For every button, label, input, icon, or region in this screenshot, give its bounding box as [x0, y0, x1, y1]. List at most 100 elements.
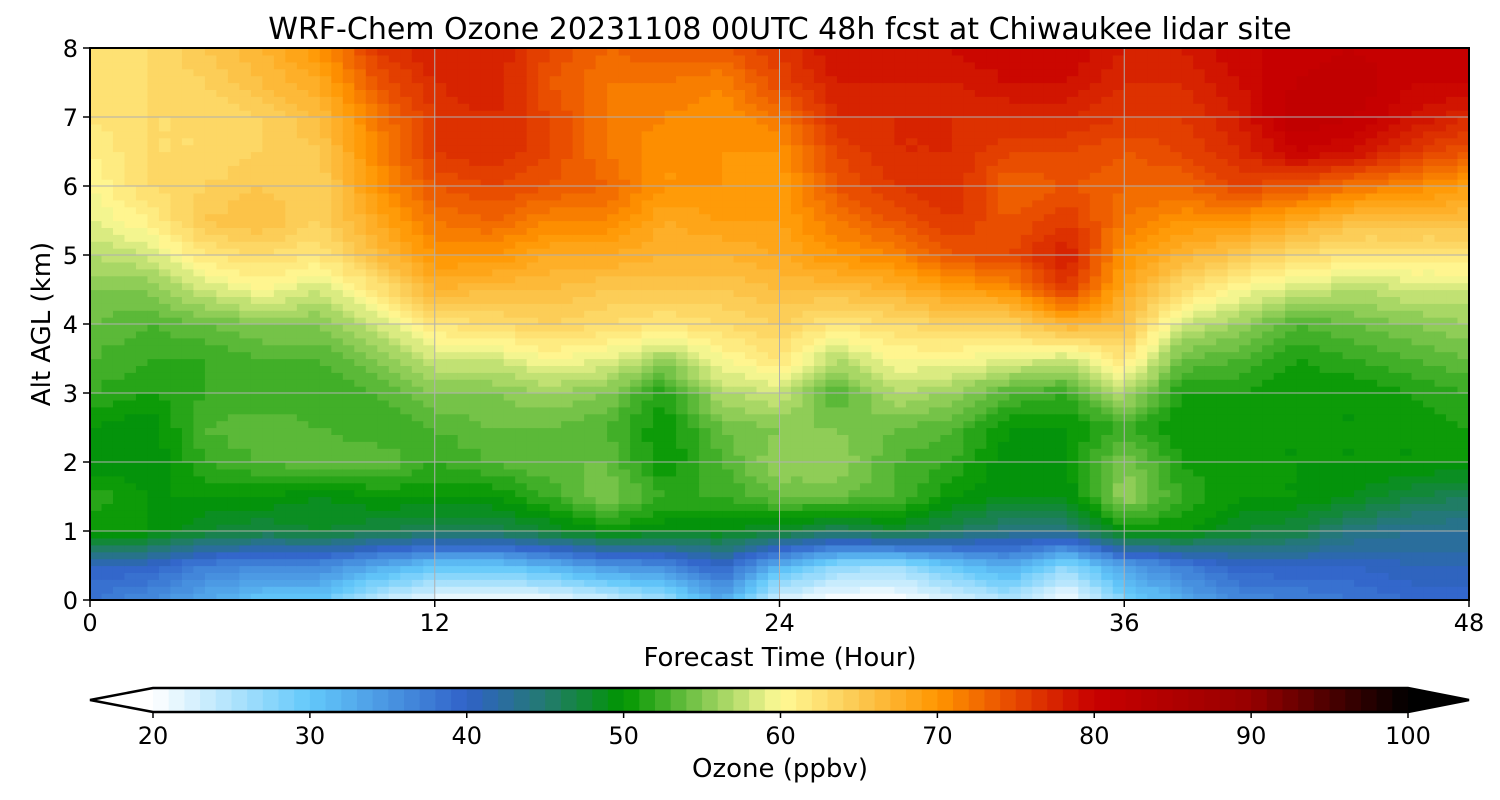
heatmap-cell: [710, 234, 723, 242]
heatmap-cell: [676, 468, 689, 477]
heatmap-cell: [492, 482, 505, 491]
heatmap-cell: [342, 289, 355, 297]
heatmap-cell: [227, 379, 240, 387]
heatmap-cell: [595, 420, 608, 429]
heatmap-cell: [457, 420, 470, 429]
heatmap-cell: [538, 510, 551, 518]
heatmap-cell: [699, 255, 712, 263]
heatmap-cell: [90, 289, 103, 297]
heatmap-cell: [653, 510, 666, 518]
heatmap-cell: [595, 103, 608, 111]
heatmap-cell: [273, 248, 286, 256]
heatmap-cell: [423, 144, 436, 153]
heatmap-cell: [135, 275, 149, 284]
heatmap-cell: [296, 248, 309, 256]
heatmap-cell: [469, 282, 482, 291]
heatmap-cell: [618, 213, 631, 222]
heatmap-cell: [641, 117, 654, 125]
heatmap-cell: [480, 317, 493, 325]
heatmap-cell: [411, 82, 424, 90]
heatmap-cell: [227, 103, 240, 111]
heatmap-cell: [630, 434, 643, 442]
heatmap-cell: [641, 310, 654, 318]
heatmap-cell: [699, 455, 712, 463]
heatmap-cell: [572, 420, 585, 429]
heatmap-cell: [687, 172, 700, 180]
heatmap-cell: [216, 434, 229, 442]
heatmap-cell: [388, 337, 401, 346]
heatmap-cell: [101, 524, 114, 532]
heatmap-cell: [170, 399, 183, 408]
heatmap-cell: [710, 275, 723, 284]
heatmap-cell: [124, 151, 137, 159]
heatmap-cell: [756, 510, 769, 518]
heatmap-cell: [538, 337, 551, 346]
heatmap-cell: [181, 579, 195, 587]
heatmap-cell: [90, 420, 103, 429]
heatmap-cell: [538, 54, 551, 63]
heatmap-cell: [492, 544, 505, 553]
heatmap-cell: [503, 330, 516, 339]
heatmap-cell: [423, 296, 436, 304]
heatmap-cell: [446, 220, 459, 228]
heatmap-cell: [285, 565, 298, 573]
heatmap-cell: [216, 227, 229, 235]
heatmap-cell: [595, 48, 608, 56]
heatmap-cell: [296, 289, 309, 297]
heatmap-cell: [768, 344, 781, 353]
heatmap-cell: [503, 482, 516, 491]
heatmap-cell: [158, 158, 172, 166]
heatmap-cell: [664, 241, 677, 249]
heatmap-cell: [135, 517, 149, 525]
heatmap-cell: [687, 261, 700, 270]
heatmap-cell: [745, 54, 758, 63]
heatmap-cell: [572, 268, 585, 277]
heatmap-cell: [676, 330, 689, 339]
heatmap-cell: [469, 462, 482, 470]
heatmap-cell: [124, 365, 137, 373]
heatmap-cell: [423, 110, 436, 118]
heatmap-cell: [90, 241, 103, 249]
heatmap-cell: [308, 593, 321, 601]
heatmap-cell: [538, 123, 551, 132]
heatmap-cell: [664, 248, 677, 256]
heatmap-cell: [135, 420, 149, 429]
heatmap-cell: [319, 68, 332, 77]
heatmap-cell: [239, 234, 252, 242]
heatmap-cell: [618, 234, 631, 242]
heatmap-cell: [365, 324, 378, 332]
heatmap-cell: [124, 517, 137, 525]
heatmap-cell: [618, 68, 631, 77]
heatmap-cell: [250, 427, 263, 435]
heatmap-cell: [204, 537, 218, 546]
heatmap-cell: [607, 572, 620, 580]
heatmap-cell: [641, 130, 654, 139]
heatmap-cell: [158, 372, 172, 380]
heatmap-cell: [710, 475, 723, 484]
heatmap-cell: [503, 441, 516, 449]
heatmap-cell: [756, 427, 769, 435]
heatmap-cell: [676, 358, 689, 366]
heatmap-cell: [250, 544, 263, 553]
heatmap-cell: [503, 372, 516, 380]
heatmap-cell: [101, 248, 114, 256]
heatmap-cell: [90, 117, 103, 125]
heatmap-cell: [308, 434, 321, 442]
heatmap-cell: [825, 441, 838, 449]
heatmap-cell: [331, 61, 344, 70]
heatmap-cell: [745, 68, 758, 77]
heatmap-cell: [618, 275, 631, 284]
heatmap-cell: [388, 192, 401, 201]
heatmap-cell: [745, 123, 758, 132]
heatmap-cell: [722, 372, 735, 380]
heatmap-cell: [411, 268, 424, 277]
heatmap-cell: [572, 68, 585, 77]
heatmap-cell: [147, 227, 160, 235]
heatmap-cell: [779, 524, 792, 532]
heatmap-cell: [790, 503, 804, 511]
heatmap-cell: [446, 420, 459, 429]
heatmap-cell: [722, 82, 735, 90]
heatmap-cell: [641, 234, 654, 242]
heatmap-cell: [492, 206, 505, 215]
heatmap-cell: [101, 358, 114, 366]
